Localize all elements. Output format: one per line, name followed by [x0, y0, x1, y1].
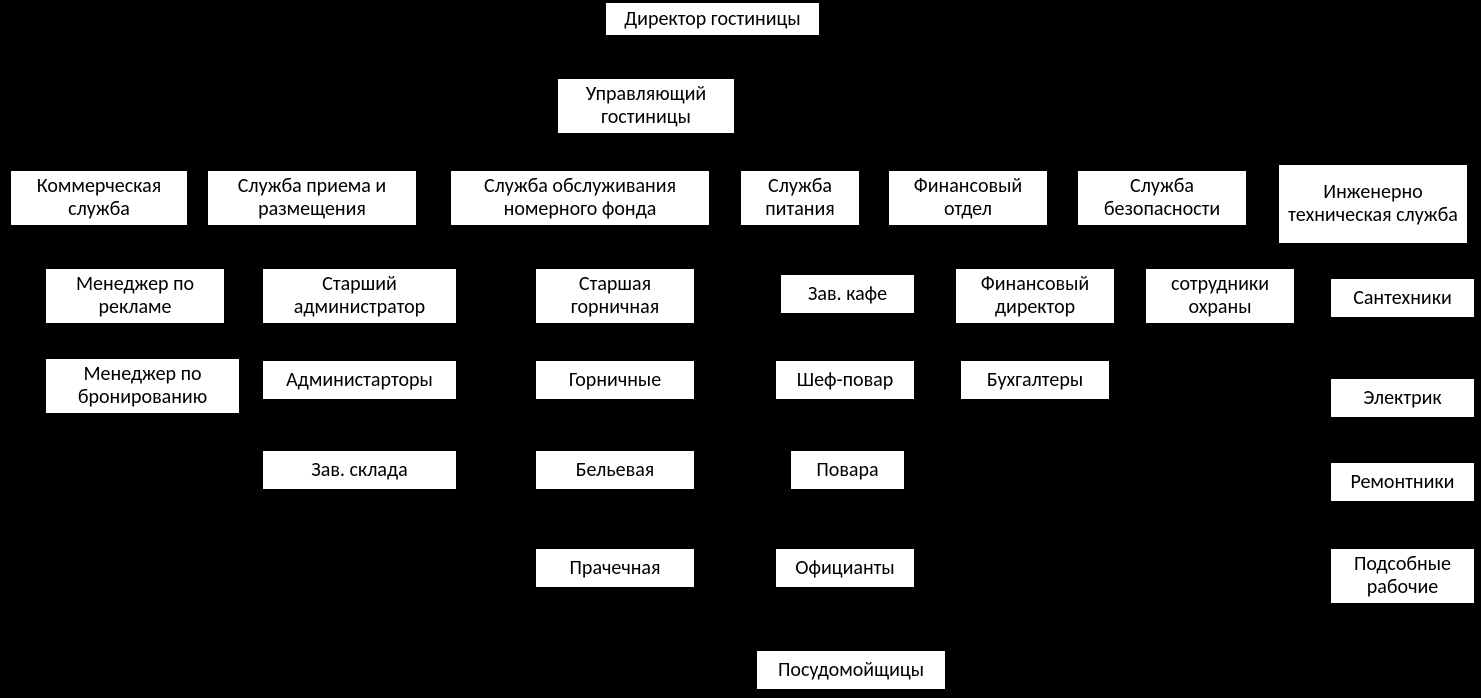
node-label-warehouse: Зав. склада — [311, 459, 407, 482]
node-label-guards: сотрудники охраны — [1150, 273, 1290, 319]
node-repairmen: Ремонтники — [1330, 462, 1475, 502]
node-label-admins: Администарторы — [286, 369, 433, 392]
node-housekeeping: Служба обслуживания номерного фонда — [450, 170, 710, 226]
node-label-reception: Служба приема и размещения — [212, 175, 412, 221]
node-booking-manager: Менеджер по бронированию — [45, 358, 240, 414]
node-senior-maid: Старшая горничная — [535, 268, 695, 324]
node-label-chef: Шеф-повар — [797, 369, 894, 392]
node-label-repairmen: Ремонтники — [1351, 471, 1455, 494]
node-label-cafe-head: Зав. кафе — [808, 283, 887, 306]
node-label-maids: Горничные — [569, 369, 661, 392]
node-label-plumbers: Сантехники — [1353, 287, 1452, 310]
node-label-laundry: Прачечная — [570, 557, 661, 580]
node-guards: сотрудники охраны — [1145, 268, 1295, 324]
node-label-foodservice: Служба питания — [745, 175, 855, 221]
node-commercial: Коммерческая служба — [10, 170, 188, 226]
node-electrician: Электрик — [1330, 378, 1475, 418]
node-security: Служба безопасности — [1077, 170, 1247, 226]
node-label-senior-admin: Старший администратор — [267, 273, 452, 319]
node-label-accountants: Бухгалтеры — [987, 369, 1083, 392]
node-label-fin-director: Финансовый директор — [960, 273, 1110, 319]
node-plumbers: Сантехники — [1330, 278, 1475, 318]
node-label-ad-manager: Менеджер по рекламе — [50, 273, 220, 319]
node-waiters: Официанты — [775, 548, 915, 588]
node-label-waiters: Официанты — [795, 557, 895, 580]
node-manager: Управляющий гостиницы — [557, 78, 735, 134]
node-label-engineering: Инженерно техническая служба — [1283, 181, 1463, 227]
node-label-senior-maid: Старшая горничная — [540, 273, 690, 319]
node-laborers: Подсобные рабочие — [1330, 548, 1475, 604]
node-label-linen: Бельевая — [576, 459, 655, 482]
node-label-housekeeping: Служба обслуживания номерного фонда — [455, 175, 705, 221]
node-finance: Финансовый отдел — [888, 170, 1048, 226]
node-cafe-head: Зав. кафе — [780, 274, 915, 314]
node-fin-director: Финансовый директор — [955, 268, 1115, 324]
node-label-cooks: Повара — [816, 459, 878, 482]
node-maids: Горничные — [535, 360, 695, 400]
node-dishwashers: Посудомойщицы — [756, 650, 946, 690]
node-label-electrician: Электрик — [1363, 387, 1441, 410]
node-label-security: Служба безопасности — [1082, 175, 1242, 221]
node-label-booking-manager: Менеджер по бронированию — [50, 363, 235, 409]
node-foodservice: Служба питания — [740, 170, 860, 226]
node-admins: Администарторы — [262, 360, 457, 400]
node-senior-admin: Старший администратор — [262, 268, 457, 324]
node-label-director: Директор гостиницы — [624, 8, 800, 31]
node-label-laborers: Подсобные рабочие — [1335, 553, 1470, 599]
node-accountants: Бухгалтеры — [960, 360, 1110, 400]
node-engineering: Инженерно техническая служба — [1278, 164, 1468, 244]
node-reception: Служба приема и размещения — [207, 170, 417, 226]
node-warehouse: Зав. склада — [262, 450, 457, 490]
node-ad-manager: Менеджер по рекламе — [45, 268, 225, 324]
node-label-finance: Финансовый отдел — [893, 175, 1043, 221]
node-linen: Бельевая — [535, 450, 695, 490]
node-director: Директор гостиницы — [605, 2, 820, 36]
node-cooks: Повара — [790, 450, 905, 490]
node-laundry: Прачечная — [535, 548, 695, 588]
node-label-dishwashers: Посудомойщицы — [778, 659, 924, 682]
node-chef: Шеф-повар — [775, 360, 915, 400]
node-label-commercial: Коммерческая служба — [15, 175, 183, 221]
node-label-manager: Управляющий гостиницы — [562, 83, 730, 129]
